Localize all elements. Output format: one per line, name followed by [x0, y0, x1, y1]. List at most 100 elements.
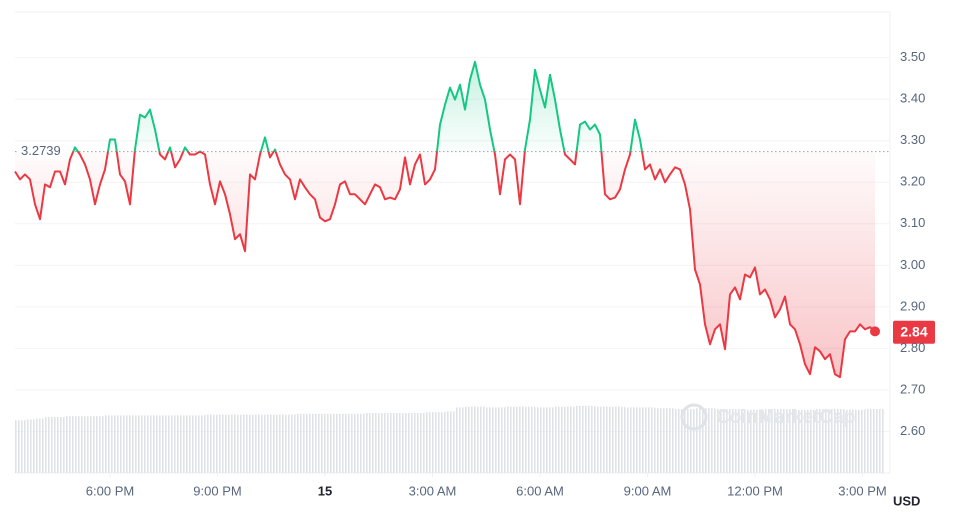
volume-bar — [315, 413, 325, 473]
y-tick-label: 3.30 — [900, 132, 925, 147]
volume-bar — [795, 409, 805, 473]
volume-bar — [875, 409, 885, 473]
watermark: CoinMarketCap — [680, 403, 855, 431]
area — [15, 61, 875, 378]
plot: 3.2739 2.84 — [14, 60, 935, 379]
volume-bar — [365, 413, 375, 473]
volume-bar — [725, 409, 735, 473]
x-tick-label: 15 — [318, 483, 332, 498]
volume-bar — [55, 417, 65, 473]
volume-bar — [285, 414, 295, 473]
volume-bar — [495, 407, 505, 473]
volume-bar — [405, 413, 415, 473]
volume-bar — [415, 413, 425, 473]
axis-unit: USD — [893, 493, 920, 508]
y-tick-label: 3.10 — [900, 215, 925, 230]
volume-bar — [425, 412, 435, 473]
volume-bar — [15, 420, 25, 473]
volume-bar — [835, 409, 845, 473]
volume-bar — [775, 409, 785, 473]
x-tick-label: 12:00 PM — [727, 483, 783, 498]
volume-bar — [205, 414, 215, 473]
volume-bar — [195, 415, 205, 473]
volume-bar — [215, 414, 225, 473]
volume-bar — [265, 414, 275, 473]
volume-bar — [845, 409, 855, 473]
volume — [15, 405, 885, 473]
y-tick-label: 2.70 — [900, 381, 925, 396]
volume-bar — [485, 407, 495, 473]
volume-bar — [515, 406, 525, 473]
volume-bar — [25, 419, 35, 473]
volume-bar — [745, 409, 755, 473]
volume-bar — [555, 406, 565, 473]
volume-bar — [695, 408, 705, 473]
volume-bar — [85, 416, 95, 473]
volume-bar — [715, 409, 725, 473]
volume-bar — [865, 409, 875, 473]
volume-bar — [455, 407, 465, 473]
volume-bar — [615, 406, 625, 473]
y-tick-label: 3.00 — [900, 257, 925, 272]
volume-bar — [605, 406, 615, 473]
volume-bar — [345, 413, 355, 473]
volume-bar — [565, 406, 575, 473]
reference-label: 3.2739 — [21, 143, 61, 158]
volume-bar — [45, 417, 55, 473]
volume-bar — [665, 408, 675, 473]
x-tick-label: 6:00 AM — [516, 483, 564, 498]
volume-bar — [545, 407, 555, 473]
volume-bar — [595, 406, 605, 473]
volume-bar — [675, 409, 685, 473]
x-tick-label: 6:00 PM — [86, 483, 134, 498]
volume-bar — [155, 415, 165, 473]
volume-bar — [535, 407, 545, 473]
price-line — [14, 60, 876, 379]
volume-bar — [95, 416, 105, 473]
volume-bar — [335, 413, 345, 473]
volume-bar — [755, 409, 765, 473]
volume-bar — [135, 415, 145, 473]
volume-bar — [185, 415, 195, 473]
volume-bar — [225, 414, 235, 473]
volume-bar — [255, 414, 265, 473]
volume-bar — [825, 409, 835, 473]
volume-bar — [275, 414, 285, 473]
volume-bar — [435, 412, 445, 473]
volume-bar — [125, 415, 135, 473]
volume-bar — [145, 415, 155, 473]
x-tick-label: 3:00 PM — [838, 483, 886, 498]
volume-bar — [35, 418, 45, 473]
volume-bar — [855, 409, 865, 473]
reference-label-bg — [18, 142, 74, 160]
y-tick-label: 2.80 — [900, 340, 925, 355]
volume-bar — [375, 413, 385, 473]
volume-bar — [105, 415, 115, 473]
x-tick-label: 9:00 AM — [624, 483, 672, 498]
volume-bar — [575, 405, 585, 473]
volume-bar — [75, 416, 85, 473]
volume-bar — [685, 409, 695, 473]
volume-bar — [385, 413, 395, 473]
volume-bar — [295, 413, 305, 473]
last-point — [870, 326, 880, 337]
volume-bar — [785, 409, 795, 473]
volume-bar — [645, 407, 655, 473]
volume-bar — [465, 406, 475, 473]
y-tick-label: 2.90 — [900, 298, 925, 313]
volume-bar — [735, 409, 745, 473]
y-tick-label: 2.60 — [900, 423, 925, 438]
volume-bar — [355, 413, 365, 473]
volume-bar — [705, 408, 715, 473]
volume-bar — [65, 416, 75, 473]
volume-bar — [395, 413, 405, 473]
x-tick-label: 9:00 PM — [193, 483, 241, 498]
volume-bar — [525, 406, 535, 473]
watermark-text: CoinMarketCap — [716, 407, 855, 428]
volume-bar — [635, 407, 645, 473]
y-tick-label: 3.50 — [900, 49, 925, 64]
y-tick-label: 3.20 — [900, 174, 925, 189]
volume-bar — [815, 409, 825, 473]
volume-bar — [235, 414, 245, 473]
y-tick-label: 3.40 — [900, 91, 925, 106]
